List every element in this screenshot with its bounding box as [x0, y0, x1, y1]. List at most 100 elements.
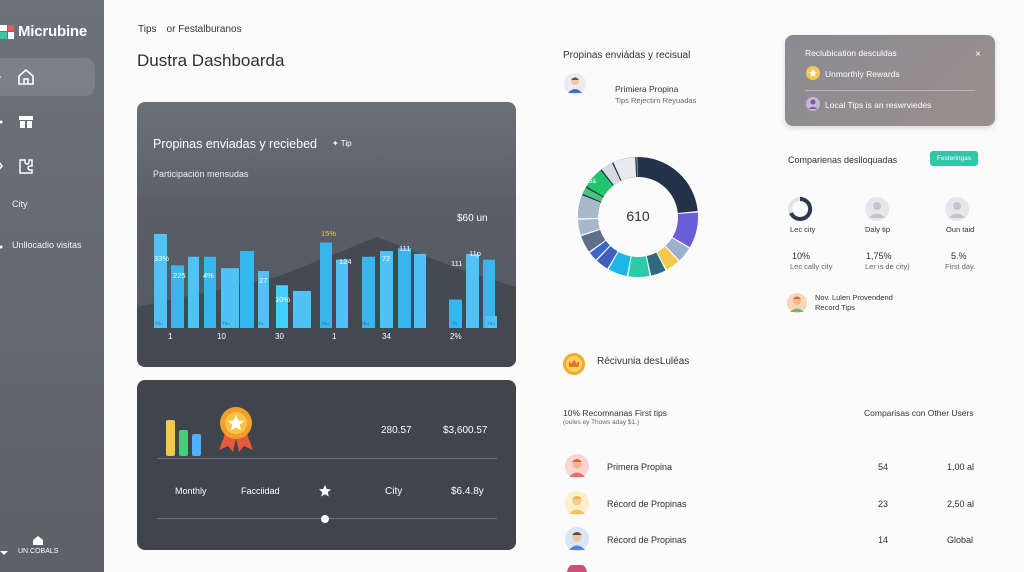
- chart-bar[interactable]: [293, 290, 311, 328]
- donut-center-value: 610: [626, 208, 650, 224]
- bar-data-label: 111: [451, 259, 462, 268]
- chart-bar[interactable]: [258, 271, 269, 328]
- home-icon: [18, 68, 34, 85]
- summary-label-monthly: Monthly: [175, 486, 207, 496]
- chart-bar[interactable]: [276, 285, 288, 328]
- donut-segment[interactable]: [636, 157, 638, 178]
- app-logo[interactable]: Micrubine: [0, 23, 87, 40]
- logo-mark-icon: [0, 24, 14, 39]
- sidebar-item-city[interactable]: City: [12, 199, 28, 209]
- chart-bar[interactable]: [466, 253, 479, 328]
- tip-label: Tip: [340, 139, 352, 148]
- popup-item-local-tips[interactable]: Local Tips is an reswrviedes: [825, 100, 932, 110]
- donut-segment[interactable]: [646, 252, 666, 276]
- app-name: Micrubine: [18, 23, 88, 40]
- donut-segment[interactable]: [589, 240, 610, 260]
- donut-segment-label: 5&: [589, 179, 596, 185]
- record-name: Récord de Propinas: [607, 535, 687, 545]
- bar-data-label: 111: [399, 244, 410, 253]
- bar-data-label: 15%: [321, 229, 336, 238]
- first-tip-subtitle: Tips Rejectirn Reyuadas: [615, 96, 697, 105]
- chart-bar[interactable]: [204, 256, 216, 328]
- comparisons-badge[interactable]: Festeringas: [930, 151, 978, 166]
- chart-bar[interactable]: [380, 251, 393, 328]
- chart-bar[interactable]: [336, 259, 348, 328]
- chart-bar[interactable]: [171, 265, 184, 328]
- chart-bar[interactable]: [154, 233, 167, 328]
- chart-bar[interactable]: [320, 242, 332, 329]
- sidebar-bottom-label: UN.COBALS: [18, 548, 59, 555]
- summary-label-facciidad: Facciidad: [241, 486, 280, 496]
- tips-chart-card: Propinas enviadas y reciebed ✦ Tip Parti…: [137, 102, 516, 367]
- chart-bar[interactable]: [414, 253, 426, 328]
- donut-segment[interactable]: [657, 246, 679, 270]
- bullet-icon: [0, 245, 3, 249]
- chart-bar[interactable]: [398, 248, 411, 328]
- rewards-popup: Reclubication desculdas × Unmorthly Rewa…: [785, 35, 995, 126]
- donut-segment[interactable]: [608, 251, 631, 276]
- donut-segment-label: 5k: [586, 255, 593, 261]
- chart-bar[interactable]: [362, 256, 375, 328]
- bar-mini-label: Thu: [321, 321, 329, 326]
- bar-data-label: 10%: [275, 295, 290, 304]
- close-icon[interactable]: ×: [975, 49, 981, 60]
- sidebar-item-store-icon[interactable]: [16, 112, 36, 132]
- donut-segment[interactable]: [596, 246, 618, 269]
- chart-bar[interactable]: [240, 251, 254, 328]
- chart-bar[interactable]: [483, 259, 495, 328]
- chart-title: Propinas enviadas y reciebed: [153, 137, 317, 151]
- breadcrumb-item[interactable]: or Festalburanos: [166, 24, 242, 35]
- divider: [157, 458, 497, 459]
- x-tick-label: 1: [168, 332, 173, 341]
- popup-item-rewards[interactable]: Unmorthly Rewards: [825, 69, 900, 79]
- record-name: Primera Propina: [607, 462, 673, 472]
- donut-segment[interactable]: [672, 212, 698, 248]
- comparison-pct: 1,75%: [866, 251, 892, 261]
- bullet-icon: [0, 120, 3, 124]
- donut-segment[interactable]: [578, 218, 600, 235]
- sparkle-icon: ✦: [332, 139, 341, 148]
- donut-segment[interactable]: [665, 238, 690, 261]
- x-tick-label: 10: [217, 332, 226, 341]
- donut-segment[interactable]: [581, 229, 606, 252]
- page-title: Dustra Dashboarda: [137, 51, 285, 70]
- record-value-1: 54: [878, 462, 889, 472]
- user-avatar-icon: [945, 197, 969, 221]
- summary-label-city: City: [385, 486, 403, 497]
- sidebar-item-puzzle-icon[interactable]: [16, 156, 36, 176]
- donut-segment[interactable]: [628, 256, 650, 277]
- breadcrumb-item[interactable]: Tips: [138, 24, 157, 35]
- donut-section-title: Propinas enviádas y recisual: [563, 50, 691, 61]
- home-small-icon: [33, 536, 44, 545]
- tip-button[interactable]: ✦ Tip: [332, 139, 352, 148]
- donut-segment[interactable]: [601, 162, 621, 186]
- bar-data-label: 11p: [469, 249, 481, 258]
- donut-segment[interactable]: [586, 170, 613, 197]
- sidebar-bottom-item[interactable]: UN.COBALS: [18, 535, 58, 555]
- slider-handle[interactable]: [321, 515, 329, 523]
- bar-data-label: 33%: [154, 254, 169, 263]
- record-name: Récord de Propinas: [607, 499, 687, 509]
- chart-bar[interactable]: [188, 256, 199, 328]
- first-tip-title: Primiera Propina: [615, 84, 679, 94]
- donut-segment[interactable]: [613, 157, 637, 181]
- x-tick-label: 34: [382, 332, 391, 341]
- record-value-2: 2,50 al: [947, 499, 975, 509]
- chart-subtitle: Participación mensudas: [153, 169, 249, 179]
- record-value-2: Global: [947, 535, 974, 545]
- donut-segment[interactable]: [578, 195, 601, 219]
- avatar: [564, 73, 586, 95]
- crown-badge-icon: [563, 353, 585, 375]
- sidebar-item-home[interactable]: [0, 58, 95, 96]
- donut-segment[interactable]: [582, 187, 604, 202]
- chart-bar[interactable]: [485, 316, 497, 328]
- sidebar-item-visitas[interactable]: Unllocadio visitas: [12, 240, 82, 250]
- chart-bar[interactable]: [449, 299, 462, 329]
- summary-label-amount: $6.4.8y: [451, 486, 484, 497]
- bar-chart: 1 10 30 1 34 2% 33% 225 4% 27 10% 15% 124 72 111 11p 111…: [154, 229, 497, 341]
- summary-value-2: $3,600.57: [443, 425, 488, 436]
- star-icon[interactable]: [318, 484, 332, 498]
- chart-bar[interactable]: [221, 268, 239, 328]
- records-right-header: Comparisas con Other Users: [864, 408, 974, 418]
- star-coin-icon: [806, 66, 820, 80]
